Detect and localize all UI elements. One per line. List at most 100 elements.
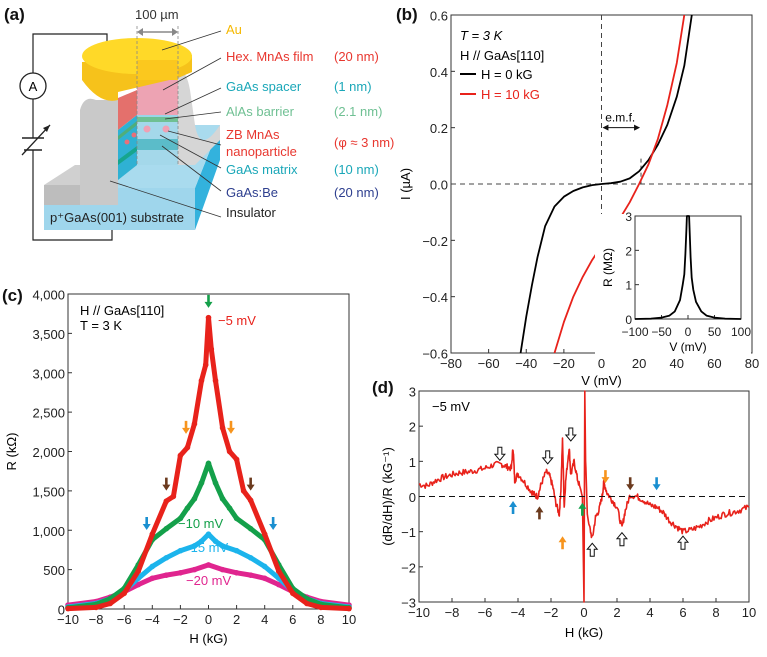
arrow-marker xyxy=(652,477,661,491)
arrow-marker xyxy=(269,516,278,530)
y-tick-label: −1 xyxy=(401,525,416,540)
data-point xyxy=(247,497,254,504)
nanoparticle xyxy=(143,125,151,133)
layer-thickness: (20 nm) xyxy=(334,185,379,200)
series-label: −20 mV xyxy=(186,573,231,588)
data-point xyxy=(202,362,209,368)
layer-thickness: (10 nm) xyxy=(334,162,379,177)
scale-arrowhead xyxy=(172,28,178,36)
x-tick-label: −80 xyxy=(440,356,462,371)
x-tick-label: −20 xyxy=(553,356,575,371)
open-arrow-marker xyxy=(541,450,554,465)
x-tick-label: 80 xyxy=(745,356,759,371)
y-tick-label: −3 xyxy=(401,596,416,611)
data-point xyxy=(198,480,205,486)
y-tick-label: 3 xyxy=(625,210,632,224)
x-axis-label: V (mV) xyxy=(581,373,621,388)
x-tick-label: −8 xyxy=(445,605,460,620)
x-tick-label: 10 xyxy=(742,605,756,620)
x-tick-label: 50 xyxy=(708,325,722,339)
x-tick-label: −2 xyxy=(544,605,559,620)
scale-label: 100 µm xyxy=(135,7,179,22)
y-tick-label: 3,500 xyxy=(32,327,65,342)
data-point xyxy=(261,563,268,570)
data-point xyxy=(191,421,198,427)
x-tick-label: 0 xyxy=(580,605,587,620)
x-tick-label: −4 xyxy=(145,612,160,627)
x-tick-label: 2 xyxy=(233,612,240,627)
data-point xyxy=(208,346,215,352)
arrow-marker xyxy=(626,477,635,491)
y-tick-label: −0.4 xyxy=(422,290,448,305)
data-point xyxy=(191,495,198,502)
data-point xyxy=(346,605,352,612)
alas-barrier-front xyxy=(137,117,178,122)
arrow-marker xyxy=(535,506,544,520)
annotation-field-direction: H // GaAs[110] xyxy=(80,303,164,318)
alas-side xyxy=(118,121,137,140)
data-point xyxy=(226,448,233,455)
x-tick-label: −10 xyxy=(408,605,430,620)
layer-name: GaAs spacer xyxy=(226,79,302,94)
leader-lines xyxy=(109,30,222,218)
y-tick-label: 0 xyxy=(625,313,632,327)
x-tick-label: 60 xyxy=(707,356,721,371)
y-tick-label: 0 xyxy=(409,490,416,505)
data-point xyxy=(219,543,226,549)
x-tick-label: −6 xyxy=(117,612,132,627)
nanoparticle xyxy=(131,132,137,138)
arrow-marker xyxy=(558,536,567,550)
y-tick-label: 2 xyxy=(409,420,416,435)
ammeter-label: A xyxy=(29,79,38,94)
annotation-temperature: T = 3 K xyxy=(460,28,504,43)
y-tick-label: 3 xyxy=(409,385,416,400)
y-tick-label: 500 xyxy=(43,563,65,578)
data-point xyxy=(177,547,184,554)
x-tick-label: 4 xyxy=(261,612,268,627)
arrow-marker xyxy=(142,516,151,530)
data-point xyxy=(149,563,156,570)
y-tick-label: 0.2 xyxy=(430,121,448,136)
layer-name: GaAs:Be xyxy=(226,185,278,200)
variable-voltage-source-icon xyxy=(21,124,51,156)
data-point xyxy=(261,531,268,537)
data-point xyxy=(205,531,212,537)
x-tick-label: −60 xyxy=(478,356,500,371)
x-tick-label: 0 xyxy=(205,612,212,627)
data-point xyxy=(205,460,212,467)
series-label: −10 mV xyxy=(178,516,223,531)
data-point xyxy=(205,314,212,321)
inset-y-axis-label: R (MΩ) xyxy=(601,248,615,287)
data-point xyxy=(233,569,240,576)
data-point xyxy=(177,515,184,522)
iv-plot: −80 −60 −40 −20 0 20 40 60 80−0.6−0.4−0.20.00.20… xyxy=(398,9,759,389)
arrow-marker xyxy=(601,470,610,484)
data-point xyxy=(149,531,156,537)
x-tick-label: −10 xyxy=(57,612,79,627)
layer-thickness: (1 nm) xyxy=(334,79,372,94)
x-tick-label: 6 xyxy=(679,605,686,620)
arrow-marker xyxy=(162,477,171,491)
x-axis-label: H (kG) xyxy=(189,631,227,646)
data-point xyxy=(219,425,226,431)
inset-background xyxy=(595,214,751,355)
data-point xyxy=(212,377,219,384)
data-point xyxy=(247,555,254,561)
panel-label-c: (c) xyxy=(2,286,23,305)
matrix-side xyxy=(118,146,137,165)
x-tick-label: −40 xyxy=(515,356,537,371)
layer-thickness: (φ ≈ 3 nm) xyxy=(334,135,394,150)
layer-name: GaAs matrix xyxy=(226,162,298,177)
y-tick-label: 2 xyxy=(625,244,632,258)
y-tick-label: 0 xyxy=(58,603,65,618)
inset-plot: −100 −50 0 50 100 0 1 2 3 R (MΩ) V (mV) xyxy=(601,210,751,354)
x-tick-label: 8 xyxy=(712,605,719,620)
arrow-marker xyxy=(204,294,213,308)
arrow-marker xyxy=(226,420,235,434)
annotation-field-direction: H // GaAs[110] xyxy=(460,48,544,63)
emf-label: e.m.f. xyxy=(605,110,635,124)
layer-name: Hex. MnAs film xyxy=(226,49,313,64)
y-axis-label: (dR/dH)/R (kG⁻¹) xyxy=(380,447,395,546)
substrate-label: p⁺GaAs(001) substrate xyxy=(50,210,184,225)
